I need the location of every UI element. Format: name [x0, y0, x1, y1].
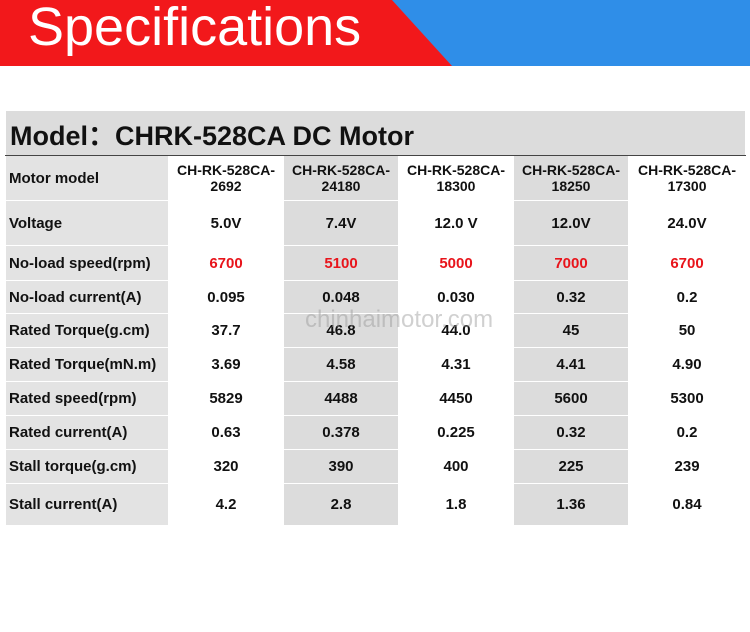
table-cell: 5300 — [627, 381, 747, 416]
table-cell: 0.2 — [627, 280, 747, 314]
row-label: Rated speed(rpm) — [5, 381, 169, 416]
table-cell: 390 — [283, 449, 399, 484]
table-cell: 44.0 — [398, 313, 514, 348]
table-cell: 6700 — [168, 245, 284, 281]
row-label: Rated current(A) — [5, 415, 169, 450]
table-cell: 0.32 — [513, 280, 629, 314]
row-label: Voltage — [5, 200, 169, 246]
table-cell: 0.378 — [283, 415, 399, 450]
table-row: No-load speed(rpm) 6700 5100 5000 7000 6700 — [5, 245, 747, 281]
table-cell: 1.8 — [398, 483, 514, 526]
table-cell: 0.225 — [398, 415, 514, 450]
table-row: Motor model CH-RK-528CA-2692 CH-RK-528CA-2… — [5, 155, 747, 201]
table-row: Stall current(A) 4.2 2.8 1.8 1.36 0.84 — [5, 483, 747, 526]
table-cell: 7.4V — [283, 200, 399, 246]
table-cell: 320 — [168, 449, 284, 484]
table-cell: 4.41 — [513, 347, 629, 382]
table-cell: 4450 — [398, 381, 514, 416]
table-cell: 0.84 — [627, 483, 747, 526]
row-label: Rated Torque(mN.m) — [5, 347, 169, 382]
table-cell: 225 — [513, 449, 629, 484]
table-row: Rated speed(rpm) 5829 4488 4450 5600 5300 — [5, 381, 747, 416]
title-row: Model：CHRK-528CA DC Motor — [4, 110, 747, 156]
table-row: Stall torque(g.cm) 320 390 400 225 239 — [5, 449, 747, 484]
table-cell: 0.048 — [283, 280, 399, 314]
table-cell: CH-RK-528CA-2692 — [168, 155, 284, 201]
table-cell: 5000 — [398, 245, 514, 281]
table-cell: CH-RK-528CA-18300 — [398, 155, 514, 201]
table-cell: 5829 — [168, 381, 284, 416]
row-label: Stall current(A) — [5, 483, 169, 526]
table-row: No-load current(A) 0.095 0.048 0.030 0.32 0.2 — [5, 280, 747, 314]
table-cell: 400 — [398, 449, 514, 484]
row-label: Stall torque(g.cm) — [5, 449, 169, 484]
table-cell: 12.0 V — [398, 200, 514, 246]
table-cell: 45 — [513, 313, 629, 348]
table-cell: 5.0V — [168, 200, 284, 246]
table-cell: 12.0V — [513, 200, 629, 246]
table-row: Rated current(A) 0.63 0.378 0.225 0.32 0.2 — [5, 415, 747, 450]
row-label: Motor model — [5, 155, 169, 201]
row-label: No-load speed(rpm) — [5, 245, 169, 281]
table-cell: CH-RK-528CA-17300 — [627, 155, 747, 201]
table-cell: 24.0V — [627, 200, 747, 246]
spec-table: Model：CHRK-528CA DC Motor Motor model CH-… — [4, 110, 747, 526]
table-cell: 3.69 — [168, 347, 284, 382]
table-cell: 4.58 — [283, 347, 399, 382]
table-cell: 4.2 — [168, 483, 284, 526]
table-cell: CH-RK-528CA-18250 — [513, 155, 629, 201]
table-cell: 0.095 — [168, 280, 284, 314]
table-cell: 4.31 — [398, 347, 514, 382]
table-body: Model：CHRK-528CA DC Motor Motor model CH-… — [4, 110, 747, 526]
table-cell: 0.2 — [627, 415, 747, 450]
table-cell: 4488 — [283, 381, 399, 416]
row-label: No-load current(A) — [5, 280, 169, 314]
table-row: Rated Torque(mN.m) 3.69 4.58 4.31 4.41 4.90 — [5, 347, 747, 382]
table-cell: 239 — [627, 449, 747, 484]
table-cell: 0.63 — [168, 415, 284, 450]
table-cell: 5100 — [283, 245, 399, 281]
table-cell: 46.8 — [283, 313, 399, 348]
table-row: Rated Torque(g.cm) 37.7 46.8 44.0 45 50 — [5, 313, 747, 348]
table-cell: 0.030 — [398, 280, 514, 314]
table-cell: CH-RK-528CA-24180 — [283, 155, 399, 201]
table-cell: 6700 — [627, 245, 747, 281]
table-row: Voltage 5.0V 7.4V 12.0 V 12.0V 24.0V — [5, 200, 747, 246]
table-cell: 4.90 — [627, 347, 747, 382]
table-cell: 2.8 — [283, 483, 399, 526]
page-title: Specifications — [28, 0, 362, 57]
table-cell: 37.7 — [168, 313, 284, 348]
table-cell: 1.36 — [513, 483, 629, 526]
table-cell: 50 — [627, 313, 747, 348]
banner-red — [0, 0, 452, 66]
banner — [0, 0, 750, 66]
table-title: Model：CHRK-528CA DC Motor — [4, 110, 747, 156]
table-cell: 7000 — [513, 245, 629, 281]
row-label: Rated Torque(g.cm) — [5, 313, 169, 348]
table-cell: 5600 — [513, 381, 629, 416]
table-cell: 0.32 — [513, 415, 629, 450]
